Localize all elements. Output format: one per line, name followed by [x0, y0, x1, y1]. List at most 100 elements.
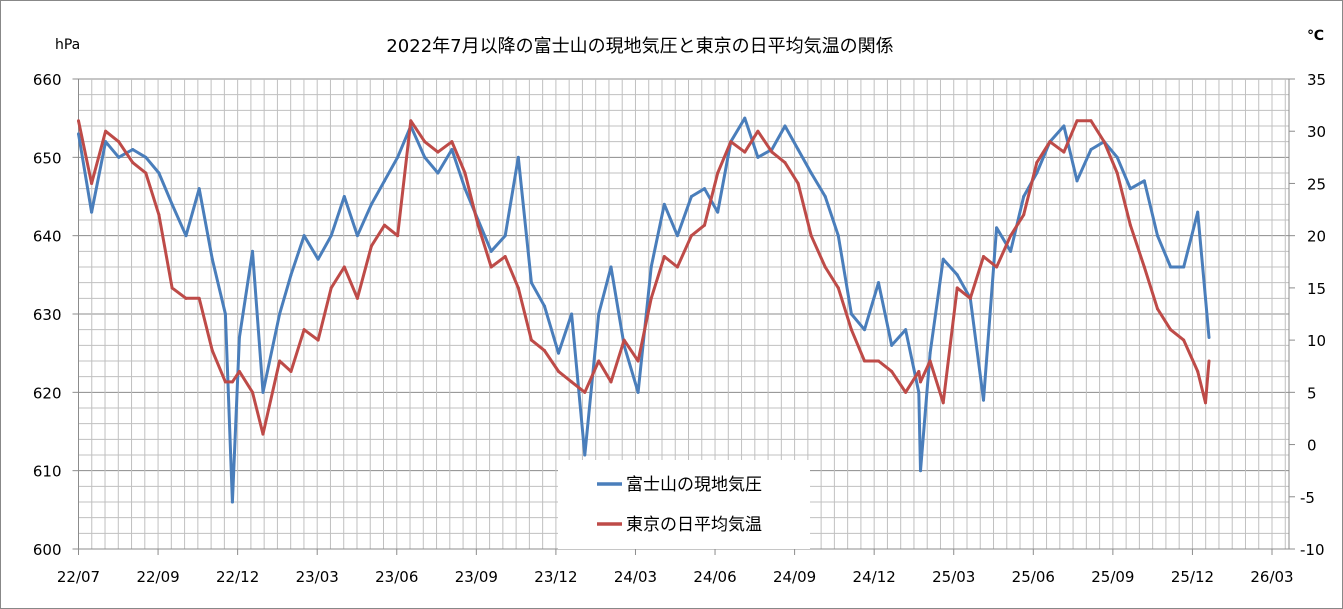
- data-point-temperature: [675, 265, 679, 269]
- data-point-pressure: [1128, 187, 1132, 191]
- data-point-pressure: [450, 148, 454, 151]
- right-tick-label: 0: [1307, 437, 1317, 455]
- data-point-temperature: [355, 296, 359, 300]
- data-point-pressure: [423, 155, 427, 159]
- data-point-pressure: [1207, 336, 1211, 339]
- data-point-temperature: [250, 390, 254, 394]
- data-point-temperature: [1196, 369, 1200, 373]
- right-axis-unit: ℃: [1307, 28, 1324, 44]
- data-point-pressure: [383, 179, 387, 183]
- x-tick-label: 23/12: [534, 568, 577, 586]
- left-tick-label: 610: [33, 463, 62, 481]
- data-point-temperature: [1128, 223, 1132, 227]
- right-tick-label: 15: [1307, 280, 1326, 298]
- data-point-temperature: [662, 255, 666, 259]
- x-tick-label: 24/09: [773, 568, 816, 586]
- data-point-pressure: [743, 116, 747, 120]
- data-point-temperature: [570, 380, 574, 384]
- data-point-temperature: [1204, 401, 1208, 405]
- data-point-pressure: [981, 398, 985, 402]
- data-point-temperature: [316, 338, 320, 342]
- data-point-temperature: [836, 286, 840, 290]
- data-point-pressure: [557, 351, 561, 355]
- data-point-pressure: [919, 469, 923, 473]
- series-line-pressure: [77, 116, 1211, 504]
- data-point-pressure: [570, 312, 574, 316]
- data-point-temperature: [890, 369, 894, 373]
- data-point-temperature: [649, 296, 653, 300]
- data-point-temperature: [77, 119, 80, 123]
- data-point-temperature: [342, 265, 346, 269]
- data-point-temperature: [1169, 328, 1173, 332]
- data-point-pressure: [756, 155, 760, 159]
- data-point-temperature: [877, 359, 881, 363]
- chart-title: 2022年7月以降の富士山の現地気圧と東京の日平均気温の関係: [386, 36, 893, 57]
- data-point-temperature: [329, 286, 333, 290]
- data-point-pressure: [689, 195, 693, 198]
- data-point-pressure: [237, 336, 241, 339]
- series-lines: [77, 116, 1211, 504]
- data-point-temperature: [131, 161, 135, 165]
- data-point-temperature: [1075, 119, 1079, 123]
- data-point-temperature: [529, 338, 533, 342]
- data-point-temperature: [1062, 150, 1066, 154]
- data-point-temperature: [1102, 140, 1106, 144]
- data-point-temperature: [809, 234, 813, 238]
- data-point-temperature: [543, 349, 547, 353]
- data-point-temperature: [1009, 234, 1013, 238]
- data-point-temperature: [237, 369, 241, 373]
- data-point-pressure: [516, 155, 520, 159]
- data-point-temperature: [995, 265, 999, 269]
- data-point-pressure: [396, 155, 400, 159]
- data-point-pressure: [823, 195, 827, 198]
- data-point-temperature: [516, 286, 520, 290]
- x-tick-label: 24/06: [693, 568, 736, 586]
- data-point-pressure: [955, 273, 959, 277]
- x-tick-label: 22/09: [136, 568, 179, 586]
- left-axis-unit: hPa: [55, 37, 80, 53]
- data-point-temperature: [689, 234, 693, 238]
- data-point-temperature: [743, 150, 747, 154]
- data-point-temperature: [928, 359, 932, 363]
- data-point-pressure: [649, 265, 653, 269]
- data-point-temperature: [144, 171, 148, 175]
- data-point-temperature: [104, 129, 108, 133]
- data-point-temperature: [90, 181, 94, 185]
- data-point-pressure: [278, 312, 282, 316]
- x-tick-label: 25/09: [1091, 568, 1134, 586]
- right-tick-label: -5: [1300, 489, 1315, 507]
- data-point-temperature: [1207, 359, 1211, 363]
- data-point-temperature: [423, 140, 427, 144]
- data-point-pressure: [1196, 210, 1200, 214]
- x-tick-label: 22/12: [216, 568, 259, 586]
- left-tick-label: 600: [33, 541, 62, 559]
- data-point-pressure: [250, 249, 254, 253]
- data-point-temperature: [489, 265, 493, 269]
- data-point-pressure: [463, 187, 467, 191]
- left-tick-label: 660: [33, 71, 62, 89]
- data-point-temperature: [609, 380, 613, 384]
- data-point-pressure: [863, 328, 867, 332]
- data-point-temperature: [796, 181, 800, 185]
- data-point-pressure: [77, 132, 80, 136]
- data-point-pressure: [1204, 296, 1208, 300]
- data-point-pressure: [1035, 171, 1039, 175]
- data-point-pressure: [543, 304, 547, 308]
- right-tick-label: 35: [1307, 71, 1326, 89]
- legend-label-temperature: 東京の日平均気温: [626, 515, 762, 535]
- data-point-pressure: [783, 124, 787, 128]
- data-point-pressure: [184, 234, 188, 238]
- data-point-pressure: [210, 257, 214, 261]
- data-point-temperature: [919, 380, 923, 384]
- left-tick-label: 650: [33, 149, 62, 167]
- data-point-pressure: [890, 343, 894, 347]
- data-point-pressure: [436, 171, 440, 175]
- data-point-pressure: [609, 265, 613, 269]
- data-point-temperature: [383, 223, 387, 227]
- x-tick-label: 22/07: [57, 568, 100, 586]
- data-point-pressure: [90, 210, 94, 214]
- data-point-temperature: [703, 223, 707, 227]
- data-point-temperature: [1048, 140, 1052, 144]
- data-point-pressure: [1009, 249, 1013, 253]
- data-point-temperature: [1115, 171, 1119, 175]
